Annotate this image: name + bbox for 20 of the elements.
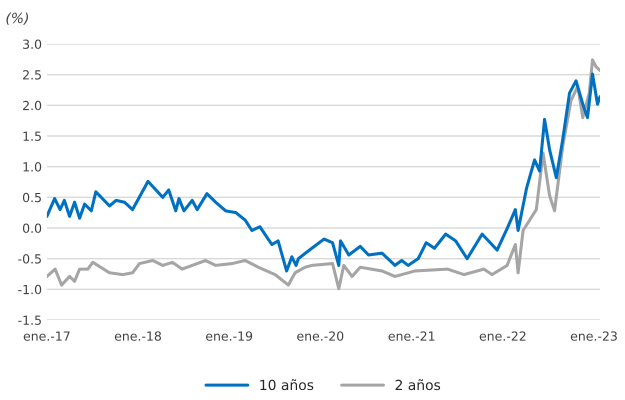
x-tick-label: ene.-18 xyxy=(114,331,162,341)
y-tick-label: 2.0 xyxy=(23,100,42,110)
x-tick-label: ene.-22 xyxy=(480,331,526,341)
y-tick-label: 1.5 xyxy=(24,132,41,141)
x-tick-label: ene.-23 xyxy=(570,331,617,341)
y-tick-label: -0.5 xyxy=(18,254,41,264)
x-tick-label: ene.-17 xyxy=(24,331,70,341)
legend-label: 10 años xyxy=(260,379,314,390)
y-tick-label: 1.0 xyxy=(24,162,42,172)
y-tick-label: -1.0 xyxy=(18,284,42,294)
x-tick-label: ene.-21 xyxy=(388,331,434,341)
y-tick-label: 3.0 xyxy=(23,39,42,49)
y-tick-label: 0.5 xyxy=(22,192,41,202)
y-tick-label: 0.0 xyxy=(22,223,42,233)
y-axis-title: (%) xyxy=(6,12,28,25)
y-tick-label: -1.5 xyxy=(18,316,41,325)
x-tick-label: ene.-20 xyxy=(297,331,344,341)
y-tick-label: 2.5 xyxy=(23,70,41,80)
legend-label: 2 años xyxy=(396,379,440,390)
x-tick-label: ene.-19 xyxy=(206,331,252,341)
